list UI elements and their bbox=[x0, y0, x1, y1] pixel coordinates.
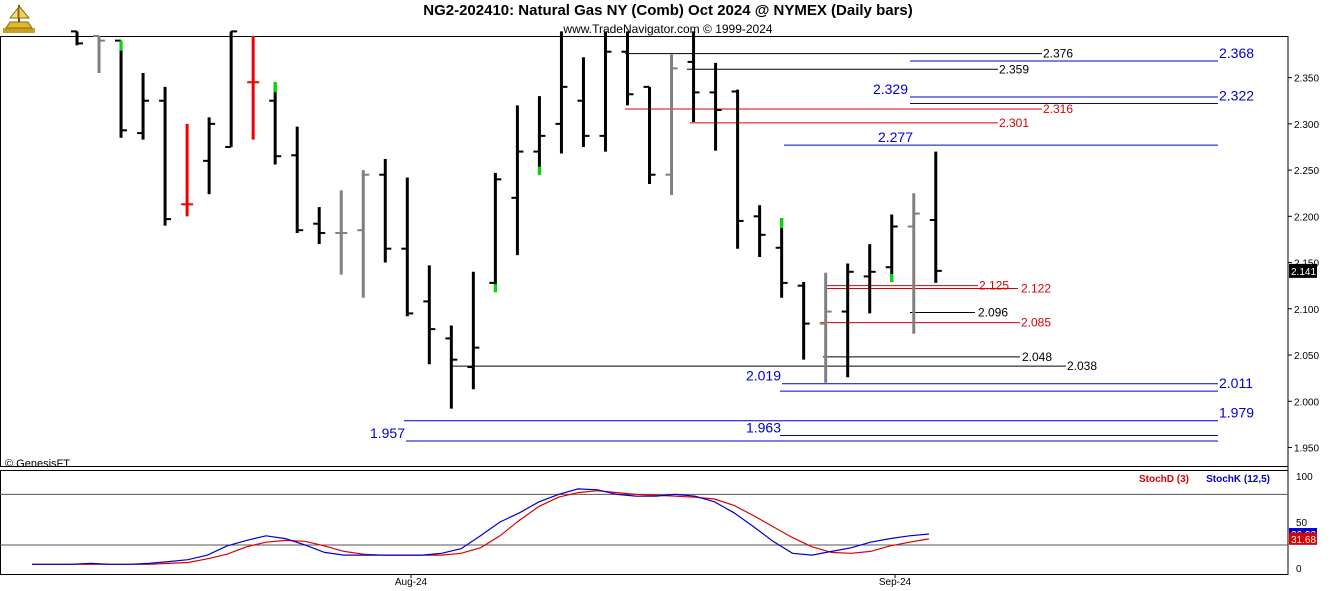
red-level-label: 2.122 bbox=[1021, 281, 1051, 295]
chart-title: NG2-202410: Natural Gas NY (Comb) Oct 20… bbox=[423, 2, 913, 19]
logo bbox=[2, 2, 36, 34]
stochk-line bbox=[32, 488, 930, 565]
stoch-tick-label: 0 bbox=[1296, 564, 1302, 575]
stochd-legend: StochD (3) bbox=[1139, 474, 1189, 485]
stoch-tick-label: 50 bbox=[1296, 518, 1308, 529]
price-panel-frame bbox=[0, 36, 1289, 467]
black-level-label: 2.038 bbox=[1067, 359, 1097, 373]
red-level-label: 2.301 bbox=[999, 116, 1029, 130]
bull-ship-logo-icon bbox=[3, 4, 35, 33]
last-price-label: 2.141 bbox=[1291, 267, 1316, 278]
red-level-label: 2.316 bbox=[1043, 102, 1073, 116]
stochd-line bbox=[32, 490, 930, 565]
red-level-label: 2.125 bbox=[979, 279, 1009, 293]
blue-level-label: 2.322 bbox=[1219, 88, 1254, 104]
chart-subtitle: www.TradeNavigator.com © 1999-2024 bbox=[563, 22, 773, 36]
black-level-label: 2.376 bbox=[1043, 47, 1073, 61]
last-price-tag bbox=[1289, 263, 1317, 278]
stochd-value-tag bbox=[1289, 532, 1317, 545]
price-tick-label: 2.050 bbox=[1294, 351, 1319, 362]
black-level-label: 2.359 bbox=[999, 62, 1029, 76]
red-level-label: 2.085 bbox=[1021, 316, 1051, 330]
black-level-label: 2.048 bbox=[1022, 350, 1052, 364]
price-tick-label: 2.300 bbox=[1294, 120, 1319, 131]
price-tick-label: 2.200 bbox=[1294, 212, 1319, 223]
blue-level-label: 2.368 bbox=[1219, 45, 1254, 61]
credit-label: © GenesisFT bbox=[5, 458, 70, 470]
price-tick-label: 2.350 bbox=[1294, 74, 1319, 85]
blue-level-label: 2.277 bbox=[878, 129, 913, 145]
x-axis-label: Sep-24 bbox=[879, 577, 912, 588]
blue-level-label: 1.979 bbox=[1219, 405, 1254, 421]
black-level-label: 2.096 bbox=[978, 305, 1008, 319]
price-tick-label: 2.000 bbox=[1294, 397, 1319, 408]
x-axis-label: Aug-24 bbox=[395, 577, 428, 588]
blue-level-label: 2.011 bbox=[1219, 375, 1253, 391]
blue-level-label: 1.957 bbox=[370, 425, 405, 441]
price-tick-label: 2.100 bbox=[1294, 305, 1319, 316]
blue-level-label: 1.963 bbox=[746, 419, 781, 435]
price-tick-label: 1.950 bbox=[1294, 444, 1319, 455]
stochk-legend: StochK (12,5) bbox=[1206, 474, 1270, 485]
stoch-tick-label: 100 bbox=[1296, 472, 1313, 483]
blue-level-label: 2.019 bbox=[746, 368, 781, 384]
stochd-value-label: 31.68 bbox=[1291, 535, 1316, 546]
blue-level-label: 2.329 bbox=[873, 81, 908, 97]
price-tick-label: 2.250 bbox=[1294, 166, 1319, 177]
